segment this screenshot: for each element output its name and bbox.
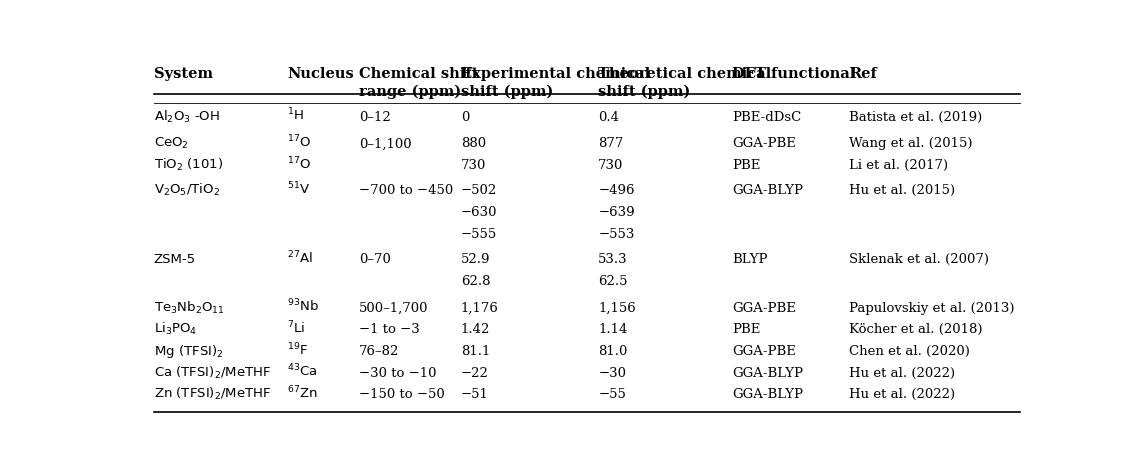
Text: 0–12: 0–12 (358, 111, 390, 123)
Text: −639: −639 (599, 206, 635, 219)
Text: 81.0: 81.0 (599, 345, 627, 358)
Text: 877: 877 (599, 137, 624, 150)
Text: Experimental chemical
shift (ppm): Experimental chemical shift (ppm) (460, 67, 650, 99)
Text: 62.5: 62.5 (599, 274, 627, 287)
Text: $\mathrm{Li_3PO_4}$: $\mathrm{Li_3PO_4}$ (153, 321, 197, 337)
Text: −502: −502 (460, 184, 497, 197)
Text: 0–70: 0–70 (358, 253, 390, 266)
Text: $\mathrm{CeO_2}$: $\mathrm{CeO_2}$ (153, 136, 189, 151)
Text: −30: −30 (599, 367, 626, 379)
Text: PBE: PBE (733, 323, 760, 336)
Text: GGA-PBE: GGA-PBE (733, 302, 796, 315)
Text: −1 to −3: −1 to −3 (358, 323, 419, 336)
Text: Batista et al. (2019): Batista et al. (2019) (850, 111, 982, 123)
Text: Theoretical chemical
shift (ppm): Theoretical chemical shift (ppm) (599, 67, 772, 99)
Text: $^{27}\mathrm{Al}$: $^{27}\mathrm{Al}$ (287, 249, 313, 266)
Text: −630: −630 (460, 206, 497, 219)
Text: Wang et al. (2015): Wang et al. (2015) (850, 137, 973, 150)
Text: −553: −553 (599, 227, 634, 241)
Text: 81.1: 81.1 (460, 345, 490, 358)
Text: −55: −55 (599, 388, 626, 401)
Text: $\mathrm{Zn\ (TFSI)_2/MeTHF}$: $\mathrm{Zn\ (TFSI)_2/MeTHF}$ (153, 386, 271, 402)
Text: $\mathrm{V_2O_5/TiO_2}$: $\mathrm{V_2O_5/TiO_2}$ (153, 182, 220, 198)
Text: $^{19}\mathrm{F}$: $^{19}\mathrm{F}$ (287, 341, 308, 358)
Text: $^{93}\mathrm{Nb}$: $^{93}\mathrm{Nb}$ (287, 298, 318, 315)
Text: 0.4: 0.4 (599, 111, 619, 123)
Text: 500–1,700: 500–1,700 (358, 302, 428, 315)
Text: GGA-BLYP: GGA-BLYP (733, 388, 804, 401)
Text: 0–1,100: 0–1,100 (358, 137, 411, 150)
Text: Li et al. (2017): Li et al. (2017) (850, 159, 948, 172)
Text: 1.14: 1.14 (599, 323, 627, 336)
Text: −51: −51 (460, 388, 489, 401)
Text: GGA-BLYP: GGA-BLYP (733, 184, 804, 197)
Text: $\mathrm{Te_3Nb_2O_{11}}$: $\mathrm{Te_3Nb_2O_{11}}$ (153, 300, 224, 316)
Text: $^{51}\mathrm{V}$: $^{51}\mathrm{V}$ (287, 181, 310, 197)
Text: $\mathrm{Al_2O_3}$ -OH: $\mathrm{Al_2O_3}$ -OH (153, 108, 220, 125)
Text: 730: 730 (599, 159, 624, 172)
Text: Köcher et al. (2018): Köcher et al. (2018) (850, 323, 982, 336)
Text: ZSM-5: ZSM-5 (153, 253, 196, 266)
Text: GGA-BLYP: GGA-BLYP (733, 367, 804, 379)
Text: $^{17}\mathrm{O}$: $^{17}\mathrm{O}$ (287, 134, 311, 150)
Text: Ref: Ref (850, 67, 877, 81)
Text: −496: −496 (599, 184, 634, 197)
Text: Sklenak et al. (2007): Sklenak et al. (2007) (850, 253, 989, 266)
Text: 62.8: 62.8 (460, 274, 490, 287)
Text: $^{43}\mathrm{Ca}$: $^{43}\mathrm{Ca}$ (287, 363, 317, 379)
Text: GGA-PBE: GGA-PBE (733, 345, 796, 358)
Text: $^{7}\mathrm{Li}$: $^{7}\mathrm{Li}$ (287, 320, 305, 336)
Text: BLYP: BLYP (733, 253, 768, 266)
Text: −30 to −10: −30 to −10 (358, 367, 436, 379)
Text: $\mathrm{Ca\ (TFSI)_2/MeTHF}$: $\mathrm{Ca\ (TFSI)_2/MeTHF}$ (153, 364, 271, 381)
Text: 76–82: 76–82 (358, 345, 400, 358)
Text: −150 to −50: −150 to −50 (358, 388, 444, 401)
Text: 1.42: 1.42 (460, 323, 490, 336)
Text: PBE: PBE (733, 159, 760, 172)
Text: 53.3: 53.3 (599, 253, 627, 266)
Text: Chen et al. (2020): Chen et al. (2020) (850, 345, 970, 358)
Text: DFT functional: DFT functional (733, 67, 855, 81)
Text: $^{1}\mathrm{H}$: $^{1}\mathrm{H}$ (287, 107, 303, 123)
Text: 52.9: 52.9 (460, 253, 490, 266)
Text: 0: 0 (460, 111, 469, 123)
Text: 880: 880 (460, 137, 485, 150)
Text: Hu et al. (2015): Hu et al. (2015) (850, 184, 956, 197)
Text: Hu et al. (2022): Hu et al. (2022) (850, 388, 956, 401)
Text: 730: 730 (460, 159, 487, 172)
Text: 1,176: 1,176 (460, 302, 499, 315)
Text: −555: −555 (460, 227, 497, 241)
Text: $\mathrm{TiO_2}$ (101): $\mathrm{TiO_2}$ (101) (153, 157, 223, 173)
Text: $^{17}\mathrm{O}$: $^{17}\mathrm{O}$ (287, 155, 311, 172)
Text: Hu et al. (2022): Hu et al. (2022) (850, 367, 956, 379)
Text: System: System (153, 67, 213, 81)
Text: PBE-dDsC: PBE-dDsC (733, 111, 802, 123)
Text: 1,156: 1,156 (599, 302, 637, 315)
Text: −700 to −450: −700 to −450 (358, 184, 453, 197)
Text: −22: −22 (460, 367, 489, 379)
Text: Chemical shift
range (ppm): Chemical shift range (ppm) (358, 67, 479, 99)
Text: GGA-PBE: GGA-PBE (733, 137, 796, 150)
Text: Papulovskiy et al. (2013): Papulovskiy et al. (2013) (850, 302, 1014, 315)
Text: $^{67}\mathrm{Zn}$: $^{67}\mathrm{Zn}$ (287, 385, 317, 401)
Text: $\mathrm{Mg\ (TFSI)_2}$: $\mathrm{Mg\ (TFSI)_2}$ (153, 343, 223, 360)
Text: Nucleus: Nucleus (287, 67, 354, 81)
